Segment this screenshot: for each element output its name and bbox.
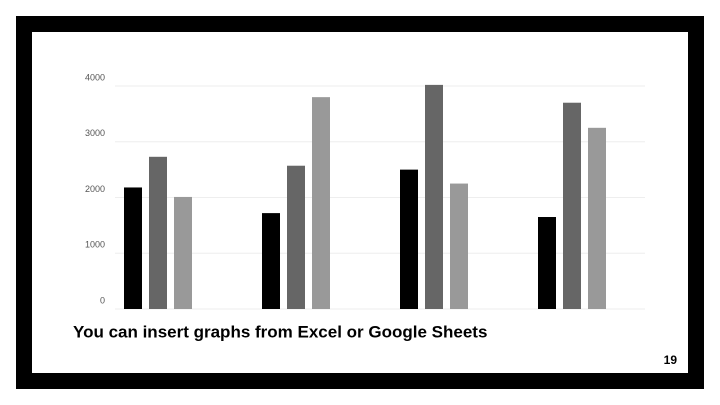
y-tick-label: 1000 [85,240,105,250]
page-number: 19 [664,353,678,367]
bar [312,97,330,310]
chart-title: You can insert graphs from Excel or Goog… [73,322,487,341]
y-tick-label: 0 [100,295,105,305]
bar [425,84,443,309]
bar [450,183,468,309]
y-tick-label: 3000 [85,128,105,138]
bar [563,102,581,309]
y-tick-label: 4000 [85,72,105,82]
bar [124,187,142,309]
bar [287,165,305,309]
bar [262,213,280,309]
bar [538,217,556,309]
bar [149,156,167,309]
y-tick-label: 2000 [85,184,105,194]
bar [588,127,606,309]
bar [174,196,192,309]
bar [400,169,418,309]
